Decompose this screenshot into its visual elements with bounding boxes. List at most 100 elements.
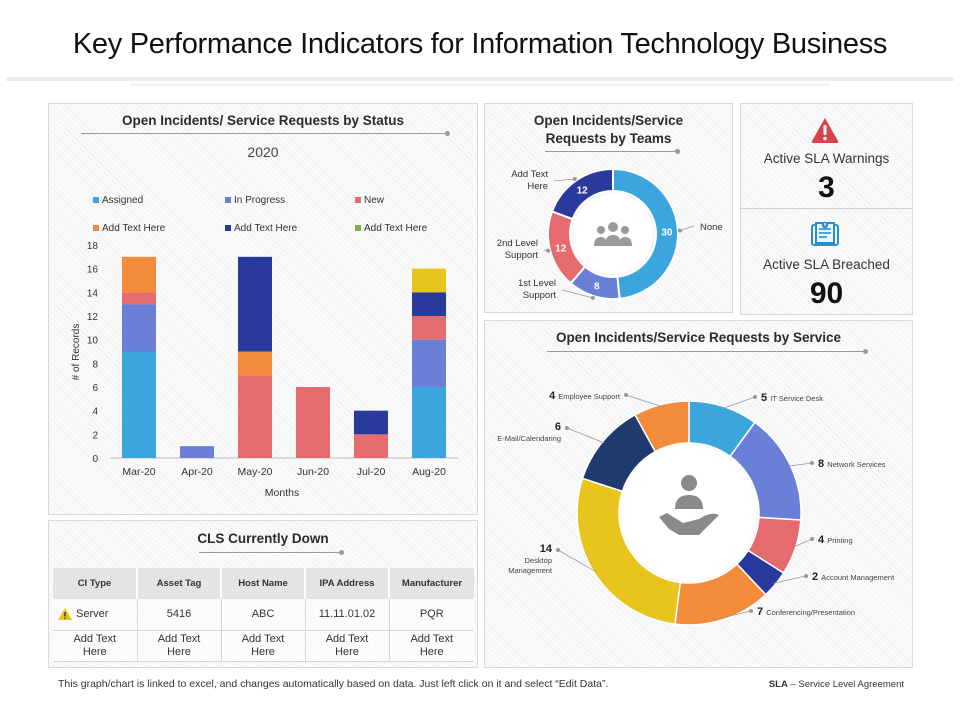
service-donut-chart: 5 IT Service Desk 8 Network Services 4 Pri… bbox=[497, 390, 895, 626]
cls-title-rule bbox=[199, 550, 344, 555]
service-label-account-management: 2 Account Management bbox=[812, 571, 895, 583]
cls-table-header-row: CI Type Asset Tag Host Name IPA Address … bbox=[53, 568, 474, 599]
team-label-line: 2nd Level bbox=[497, 238, 538, 249]
people-icon bbox=[594, 222, 632, 246]
x-axis-title: Months bbox=[265, 487, 299, 499]
teams-title-rule bbox=[545, 149, 680, 154]
service-label-conferencing-presentation: 7 Conferencing/Presentation bbox=[757, 606, 855, 618]
service-leader-dot bbox=[556, 548, 560, 552]
teams-donut-center bbox=[573, 194, 653, 274]
service-value-network-services: 8 bbox=[818, 458, 827, 470]
service-leader-dot bbox=[624, 393, 628, 397]
service-title-rule bbox=[547, 349, 868, 354]
table-cell: Add Text Here bbox=[137, 630, 222, 662]
service-leader-dot bbox=[749, 609, 753, 613]
legend-label-add-text-here: Add Text Here bbox=[364, 223, 428, 234]
service-leader-line bbox=[566, 427, 605, 444]
bar-mar-20-add-text-here bbox=[122, 256, 156, 293]
legend-label-new: New bbox=[364, 195, 385, 206]
sla-meaning: – Service Level Agreement bbox=[787, 679, 904, 690]
y-axis-title: # of Records bbox=[71, 324, 82, 381]
table-cell: Server bbox=[53, 599, 138, 631]
service-chart-title: Open Incidents/Service Requests by Servi… bbox=[555, 330, 842, 345]
service-leader-dot bbox=[753, 395, 757, 399]
y-tick-label: 14 bbox=[87, 288, 99, 299]
team-value-label: 8 bbox=[594, 282, 600, 293]
team-leader-dot bbox=[572, 177, 577, 182]
col-ci-type: CI Type bbox=[53, 568, 138, 599]
sla-warnings-value: 3 bbox=[818, 171, 835, 204]
service-name: IT Service Desk bbox=[770, 394, 823, 403]
service-label-e-mail-calendaring: E-Mail/Calendaring bbox=[497, 434, 561, 443]
teams-chart-title-line1: Open Incidents/Service bbox=[533, 113, 684, 128]
service-leader-line bbox=[788, 462, 813, 467]
y-tick-label: 0 bbox=[92, 454, 98, 465]
sla-abbreviation: SLA bbox=[768, 679, 788, 690]
service-leader-dot bbox=[810, 461, 814, 465]
document-alert-icon bbox=[811, 221, 839, 246]
service-name: Account Management bbox=[821, 573, 895, 582]
x-tick-label: Mar-20 bbox=[122, 466, 155, 478]
sla-breached-label: Active SLA Breached bbox=[763, 257, 890, 272]
bar-mar-20-assigned bbox=[122, 351, 156, 458]
service-name: Printing bbox=[827, 536, 852, 545]
person-head-left bbox=[597, 226, 605, 234]
x-tick-label: Aug-20 bbox=[412, 466, 446, 478]
bar-aug-20-add-text-here bbox=[412, 292, 446, 316]
team-leader-line bbox=[561, 289, 594, 299]
y-tick-label: 12 bbox=[87, 312, 99, 323]
title-divider-shadow bbox=[130, 84, 830, 86]
service-name: Conferencing/Presentation bbox=[766, 608, 855, 617]
person-head-right bbox=[621, 226, 629, 234]
table-cell: Add Text Here bbox=[389, 630, 474, 662]
table-cell: Add Text Here bbox=[221, 630, 306, 662]
team-label-line: None bbox=[700, 222, 723, 233]
page-title: Key Performance Indicators for Informati… bbox=[72, 28, 888, 60]
person-body-center bbox=[605, 235, 621, 246]
service-name: Network Services bbox=[827, 460, 886, 469]
team-label-2nd-level-support: 2nd Level Support bbox=[497, 238, 539, 261]
y-tick-label: 8 bbox=[92, 359, 98, 370]
status-bar-chart: Assigned In Progress New Add Text Here Add T… bbox=[71, 195, 458, 499]
service-label-printing: 4 Printing bbox=[818, 534, 853, 546]
care-person-body bbox=[675, 495, 703, 509]
legend-label-add-text-here: Add Text Here bbox=[234, 223, 298, 234]
table-cell: Add Text Here bbox=[305, 630, 390, 662]
team-label-line: 1st Level bbox=[518, 278, 556, 289]
y-tick-label: 16 bbox=[87, 265, 99, 276]
legend-label-in-progress: In Progress bbox=[234, 195, 285, 206]
service-leader-line bbox=[793, 538, 813, 548]
y-tick-label: 18 bbox=[87, 241, 99, 252]
table-cell: PQR bbox=[389, 599, 474, 631]
kpi-divider bbox=[740, 208, 913, 209]
bar-aug-20-assigned bbox=[412, 387, 446, 458]
team-label-line: Add Text bbox=[511, 169, 548, 180]
team-value-label: 12 bbox=[577, 186, 589, 197]
service-label-line: E-Mail/Calendaring bbox=[497, 434, 561, 443]
table-cell: ABC bbox=[221, 599, 306, 631]
team-leader-dot bbox=[677, 228, 682, 233]
team-label-line: Support bbox=[505, 250, 539, 261]
customer-care-icon bbox=[659, 475, 719, 535]
service-leader-line bbox=[722, 610, 752, 619]
footer-sla-definition: SLA – Service Level Agreement bbox=[769, 679, 904, 690]
bar-mar-20-in-progress bbox=[122, 304, 156, 352]
legend-swatch-add-text-here bbox=[225, 225, 231, 231]
service-label-desktop-management: Desktop Management bbox=[508, 556, 553, 575]
y-tick-label: 2 bbox=[92, 430, 98, 441]
team-label-1st-level-support: 1st Level Support bbox=[518, 278, 556, 301]
cls-panel-title: CLS Currently Down bbox=[197, 531, 329, 546]
person-body-right bbox=[619, 237, 632, 246]
team-label-line: Support bbox=[523, 290, 557, 301]
y-tick-label: 6 bbox=[92, 383, 98, 394]
service-label-line: Desktop bbox=[524, 556, 552, 565]
col-manufacturer: Manufacturer bbox=[389, 568, 474, 599]
y-tick-label: 10 bbox=[87, 336, 99, 347]
col-asset-tag: Asset Tag bbox=[137, 568, 222, 599]
bar-aug-20-extra bbox=[412, 268, 446, 293]
team-label-line: Here bbox=[527, 181, 548, 192]
x-tick-label: Jun-20 bbox=[297, 466, 329, 478]
service-leader-line bbox=[722, 396, 756, 409]
team-leader-dot bbox=[590, 295, 595, 300]
